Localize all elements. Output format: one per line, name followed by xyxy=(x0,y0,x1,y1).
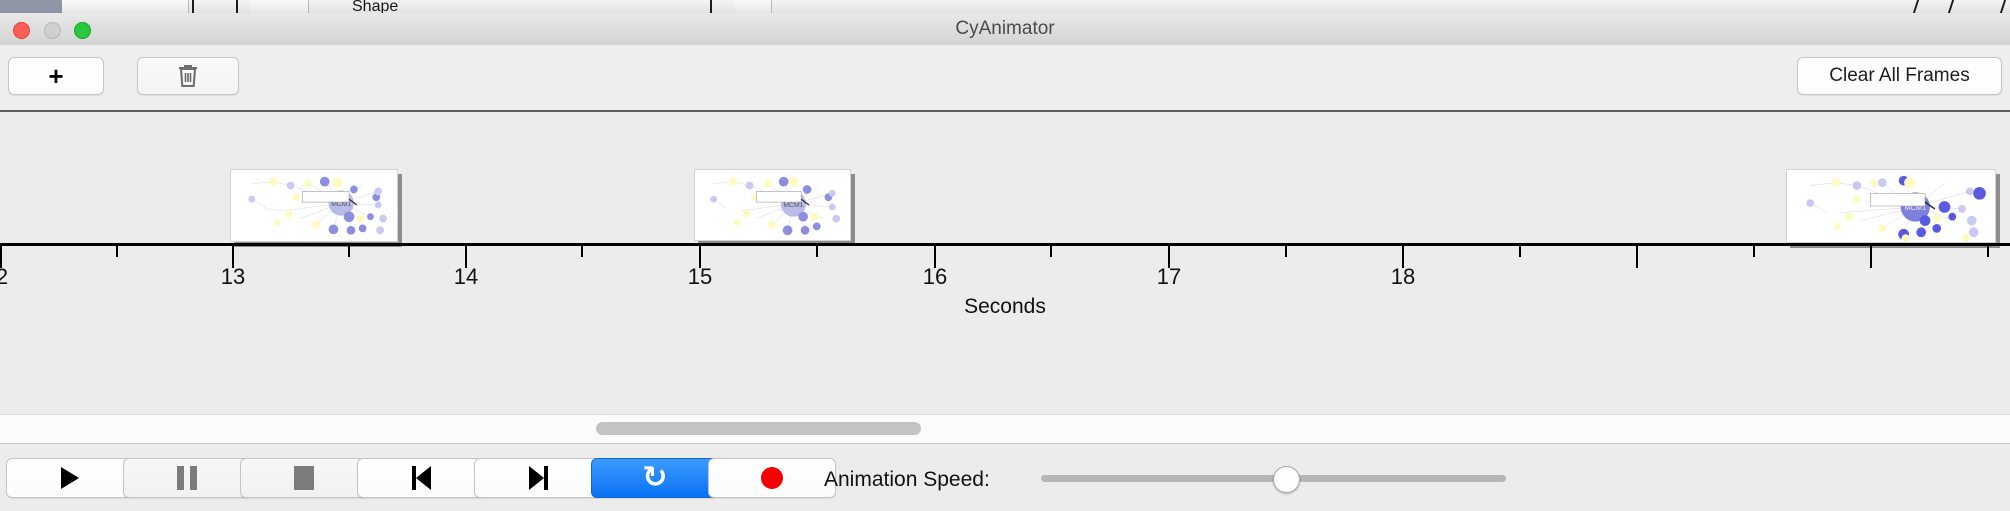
network-graph-preview: MCM1 xyxy=(710,176,841,236)
axis-tick-major xyxy=(1402,246,1404,268)
axis-tick-label: 14 xyxy=(453,264,479,289)
axis-tick-label: 15 xyxy=(687,264,713,289)
background-titlebar-chip xyxy=(0,0,62,13)
add-frame-button[interactable]: + xyxy=(8,57,104,95)
pause-button[interactable] xyxy=(123,458,251,498)
clear-all-frames-button[interactable]: Clear All Frames xyxy=(1797,57,2002,95)
trash-icon xyxy=(179,65,197,87)
background-glyph xyxy=(1999,0,2007,13)
axis-tick-major xyxy=(699,246,701,268)
background-window-strip: Shape xyxy=(0,0,2010,13)
record-button[interactable] xyxy=(708,458,836,498)
axis-tick-minor xyxy=(1519,246,1521,257)
axis-tick-minor xyxy=(816,246,818,257)
animation-speed-slider-thumb[interactable] xyxy=(1273,466,1300,493)
axis-tick-major xyxy=(1870,246,1872,268)
timeline-frame-thumbnail[interactable]: MCM1 xyxy=(694,169,855,246)
delete-frame-button[interactable] xyxy=(137,57,239,95)
axis-tick-major xyxy=(1168,246,1170,268)
animation-speed-label: Animation Speed: xyxy=(824,468,990,491)
toolbar: + Clear All Frames xyxy=(0,45,2010,111)
timeline-scrollbar-thumb[interactable] xyxy=(596,422,921,435)
frame-preview: MCM1 xyxy=(1786,169,1996,243)
plus-icon: + xyxy=(48,61,64,91)
axis-tick-minor xyxy=(1753,246,1755,257)
stop-icon xyxy=(294,466,314,490)
axis-tick-major xyxy=(0,246,2,268)
axis-tick-minor xyxy=(348,246,350,257)
titlebar: CyAnimator xyxy=(0,13,2010,46)
transport-bar: ↻ Animation Speed: xyxy=(0,443,2010,511)
axis-tick-minor xyxy=(1050,246,1052,257)
axis-tick-minor xyxy=(116,246,118,257)
axis-title: Seconds xyxy=(964,295,1046,318)
background-glyph xyxy=(1912,0,1920,13)
axis-tick-minor xyxy=(1987,246,1989,257)
skip-to-start-button[interactable] xyxy=(357,458,485,498)
background-glyph xyxy=(236,0,238,13)
background-window-text: Shape xyxy=(352,0,399,13)
skip-forward-icon xyxy=(528,466,548,490)
play-icon xyxy=(61,467,79,489)
axis-tick-label: 18 xyxy=(1390,264,1416,289)
minimize-window-button[interactable] xyxy=(44,22,61,39)
record-icon xyxy=(761,467,783,489)
loop-button[interactable]: ↻ xyxy=(591,458,719,498)
timeline-axis-line xyxy=(0,243,2010,246)
axis-tick-major xyxy=(232,246,234,268)
axis-tick-label: 2 xyxy=(0,264,9,289)
svg-text:MCM1: MCM1 xyxy=(1905,203,1926,212)
window-title: CyAnimator xyxy=(955,18,1055,39)
network-graph-preview: MCM1 xyxy=(248,176,387,235)
skip-to-end-button[interactable] xyxy=(474,458,602,498)
axis-tick-label: 17 xyxy=(1156,264,1182,289)
axis-tick-minor xyxy=(1285,246,1287,257)
timeline-panel[interactable]: MCM1 xyxy=(0,112,2010,414)
toolbar-separator xyxy=(0,110,2010,112)
background-tab xyxy=(250,0,309,13)
clear-all-frames-label: Clear All Frames xyxy=(1829,65,1970,86)
play-button[interactable] xyxy=(6,458,134,498)
close-window-button[interactable] xyxy=(13,22,30,39)
frame-preview: MCM1 xyxy=(694,169,851,241)
background-tab xyxy=(62,0,141,13)
network-graph-preview: MCM1 xyxy=(1806,175,1986,242)
timeline-scrollbar-track[interactable] xyxy=(0,414,2010,444)
background-glyph xyxy=(710,0,712,13)
timeline-frame-thumbnail[interactable]: MCM1 xyxy=(230,169,402,247)
timeline-frame-thumbnail[interactable]: MCM1 xyxy=(1786,169,2000,248)
axis-tick-minor xyxy=(581,246,583,257)
background-glyph xyxy=(192,0,194,13)
axis-tick-label: 16 xyxy=(922,264,948,289)
axis-tick-major xyxy=(465,246,467,268)
axis-tick-major xyxy=(934,246,936,268)
background-tab xyxy=(140,0,189,13)
svg-text:MCM1: MCM1 xyxy=(331,201,351,208)
svg-text:MCM1: MCM1 xyxy=(783,202,803,209)
maximize-window-button[interactable] xyxy=(74,22,91,39)
loop-icon: ↻ xyxy=(642,460,668,495)
background-glyph xyxy=(1947,0,1955,13)
stop-button[interactable] xyxy=(240,458,368,498)
pause-icon xyxy=(177,466,197,490)
axis-tick-major xyxy=(1636,246,1638,268)
axis-tick-label: 13 xyxy=(220,264,246,289)
skip-back-icon xyxy=(411,466,431,490)
frame-preview: MCM1 xyxy=(230,169,398,242)
background-tab xyxy=(735,0,772,13)
